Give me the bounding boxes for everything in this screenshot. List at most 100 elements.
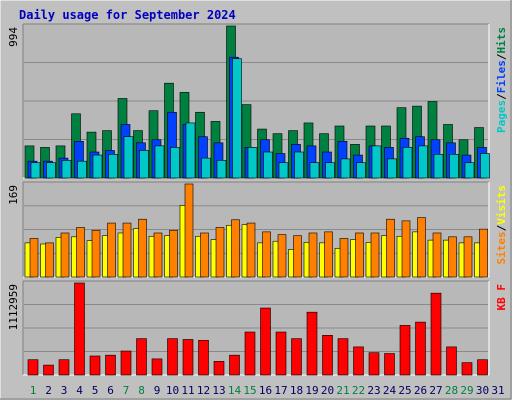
bar-kbf [167,338,178,376]
x-tick-label: 3 [61,384,68,397]
kbf-panel: 1112959 KB F [7,280,508,376]
x-tick-label: 19 [305,384,318,397]
bar-kbf [322,335,333,376]
bar-kbf [461,362,473,376]
bar-sites [479,228,488,278]
side-legend: KB F [495,284,508,311]
bar-sites [463,236,473,278]
bar-pages [263,151,273,179]
x-tick-label: 11 [181,384,194,397]
bar-pages [278,162,289,179]
bar-pages [232,58,242,179]
x-tick-label: 31 [491,384,504,397]
bar-pages [30,162,41,179]
bar-kbf [120,350,132,376]
y-tick-label: 169 [7,185,20,205]
bar-kbf [291,338,302,376]
bar-pages [309,162,320,179]
bar-pages [139,150,149,179]
bar-sites [417,217,426,278]
bar-sites [122,222,132,278]
x-tick-label: 5 [92,384,99,397]
bar-kbf [198,339,209,376]
side-legend: Pages/Files/Hits [495,27,508,133]
x-tick-label: 4 [76,384,83,397]
bar-kbf [260,307,271,376]
x-tick-label: 23 [367,384,380,397]
bar-sites [324,231,333,278]
bar-sites [76,227,85,278]
bar-kbf [368,352,380,376]
bar-kbf [213,361,225,376]
bar-sites [184,183,194,278]
bar-pages [371,145,382,179]
x-tick-label: 26 [414,384,427,397]
x-tick-label: 22 [352,384,365,397]
bar-pages [402,147,413,179]
legend-entry: / [495,53,508,60]
bar-pages [418,145,428,179]
bar-pages [325,162,335,179]
y-tick-label: 1112959 [7,284,20,330]
x-tick-label: 25 [398,384,411,397]
bar-sites [231,219,240,278]
bar-pages [108,153,118,179]
bar-kbf [229,354,240,376]
x-tick-label: 10 [166,384,179,397]
bar-sites [293,235,302,278]
x-tick-label: 28 [445,384,458,397]
bar-kbf [58,359,70,376]
x-tick-label: 14 [228,384,242,397]
legend-entry: Hits [495,27,508,54]
legend-entry: Sites [495,231,508,264]
bar-kbf [105,354,116,376]
bar-sites [401,220,411,278]
bar-kbf [151,358,163,376]
bar-sites [386,218,395,278]
x-tick-label: 16 [259,384,272,397]
bar-sites [308,232,318,278]
side-legend: Sites/Visits [495,185,508,265]
x-tick-labels: 1 2 3 4 5 6 7 8 9 10 11 12 13 14 15 16 17 18 19 20 21 22 23 24 2… [30,384,505,397]
legend-entry: / [495,224,508,231]
bar-pages [356,162,366,179]
bar-sites [339,238,349,278]
bar-pages [480,153,490,179]
bar-pages [433,153,444,179]
x-tick-label: 1 [30,384,37,397]
bar-kbf [384,353,395,376]
x-tick-label: 8 [138,384,145,397]
bar-kbf [446,346,457,376]
chart-title: Daily usage for September 2024 [19,8,236,22]
bar-pages [216,160,227,179]
chart-panels: 994Pages/Files/Hits169Sites/Visits111295… [7,23,508,376]
bar-sites [45,242,54,278]
bar-pages [92,154,103,179]
x-tick-label: 18 [290,384,303,397]
bar-kbf [399,325,411,376]
bar-kbf [244,331,256,376]
x-tick-label: 20 [321,384,334,397]
bar-kbf [43,364,54,376]
legend-entry: Pages [495,100,508,133]
bar-pages [247,147,258,179]
bar-kbf [306,311,318,376]
bar-pages [464,162,475,179]
x-tick-label: 21 [336,384,349,397]
bar-kbf [353,346,364,376]
legend-entry: / [495,93,508,100]
bar-pages [387,158,397,179]
bar-pages [154,145,165,179]
x-tick-label: 13 [212,384,225,397]
x-tick-label: 17 [274,384,287,397]
bar-pages [294,151,304,179]
bar-sites [370,232,380,278]
bar-sites [432,232,442,278]
bar-kbf [74,282,85,376]
bar-sites [277,234,287,278]
bar-sites [200,232,209,278]
x-tick-label: 9 [154,384,161,397]
x-tick-label: 2 [45,384,52,397]
bar-sites [153,232,163,278]
